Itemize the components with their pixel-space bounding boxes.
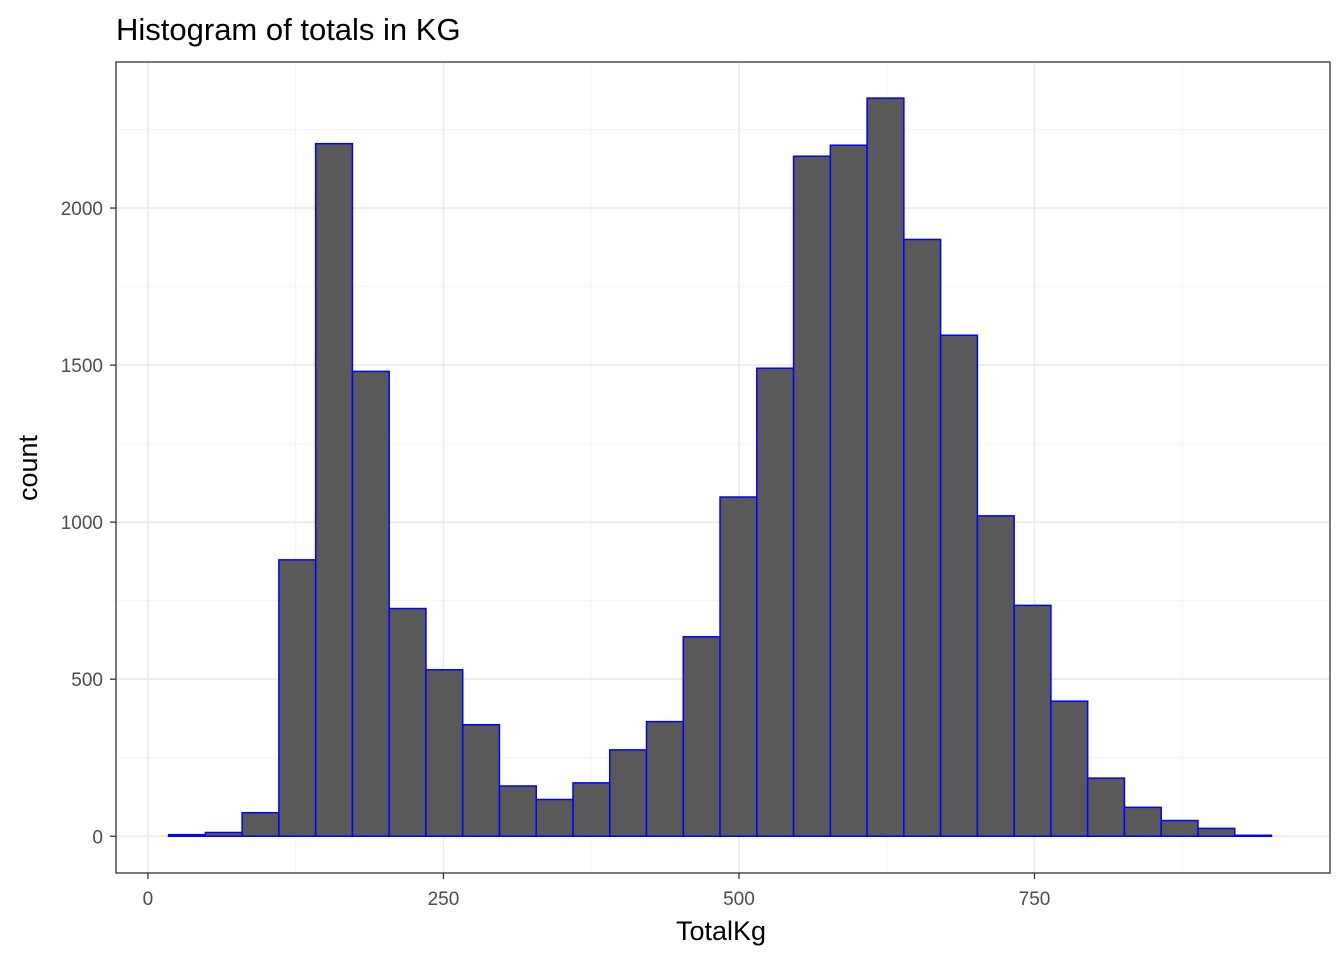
histogram-bar (903, 238, 942, 838)
histogram-bar (645, 720, 685, 838)
histogram-bar (792, 155, 832, 838)
histogram-bar (1013, 604, 1052, 838)
y-tick-label: 0 (92, 827, 103, 848)
histogram-bar (572, 782, 611, 838)
x-axis-ticks: 0 250 500 750 (143, 873, 1051, 910)
histogram-bar (535, 798, 574, 838)
y-axis-title: count (13, 434, 43, 501)
histogram-bar (609, 749, 648, 838)
x-tick-label: 250 (428, 889, 460, 910)
histogram-bar (425, 669, 464, 838)
x-axis-title: TotalKg (676, 916, 766, 946)
histogram-bar (1233, 834, 1273, 838)
histogram-bar (1050, 700, 1089, 838)
histogram-bar (756, 367, 795, 838)
histogram-bar (866, 97, 905, 838)
histogram-bar (829, 144, 868, 838)
histogram-bar (204, 831, 243, 838)
histogram-bar (939, 334, 979, 838)
y-tick-label: 500 (71, 670, 103, 691)
histogram-bar (351, 370, 390, 838)
y-axis-ticks: 0 500 1000 1500 2000 (61, 199, 116, 848)
histogram-bar (1123, 806, 1162, 838)
histogram-bar (241, 811, 280, 838)
histogram-bar (1160, 819, 1199, 838)
panel-border (115, 61, 1331, 874)
histogram-bar (167, 833, 207, 838)
histogram-bar (278, 559, 317, 838)
x-tick-label: 750 (1019, 889, 1051, 910)
histogram-bar (1086, 777, 1126, 838)
x-tick-label: 500 (723, 889, 755, 910)
histogram-bar (719, 496, 758, 838)
histogram-bar (461, 723, 501, 838)
histogram-bars (167, 97, 1273, 838)
y-tick-label: 1500 (61, 356, 103, 377)
chart-title: Histogram of totals in KG (116, 12, 461, 47)
histogram-bar (498, 785, 537, 838)
histogram-bar (1197, 827, 1236, 838)
y-tick-label: 1000 (61, 513, 103, 534)
x-tick-label: 0 (143, 889, 154, 910)
histogram-bar (976, 515, 1015, 838)
histogram-bar (314, 142, 354, 838)
y-tick-label: 2000 (61, 199, 103, 220)
histogram-bar (388, 607, 427, 838)
histogram-bar (682, 636, 721, 838)
